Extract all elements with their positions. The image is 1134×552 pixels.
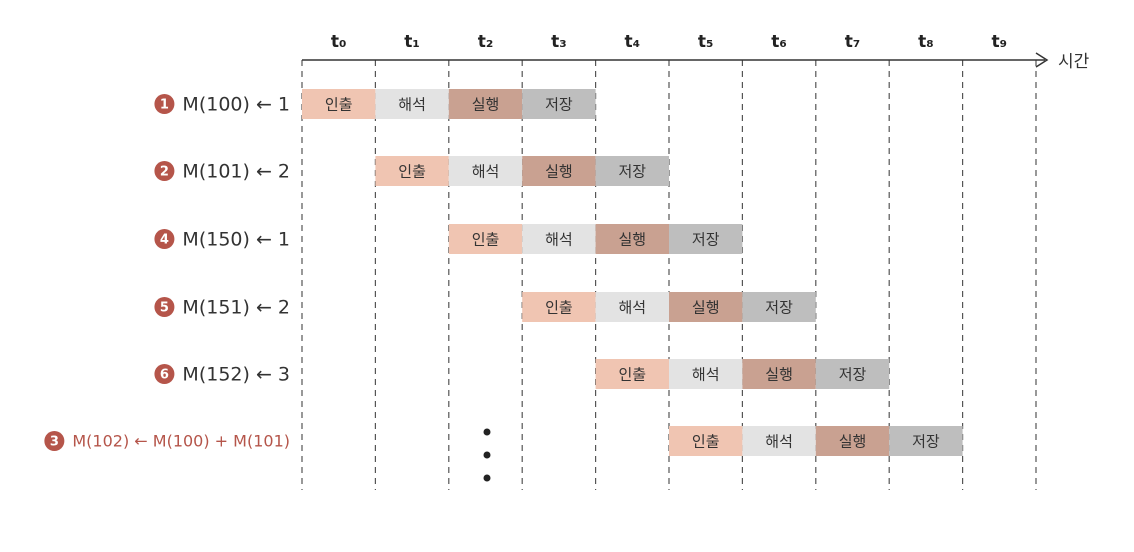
stage-label: 인출 (545, 299, 573, 317)
stage-cell (669, 292, 743, 322)
stage-label: 실행 (618, 231, 646, 249)
stage-label: 해석 (618, 299, 646, 317)
stage-cell (595, 156, 669, 186)
stage-cell (448, 156, 523, 186)
row-label: M(151) ← 2 (182, 297, 290, 319)
stage-label: 저장 (912, 433, 940, 451)
stage-label: 인출 (325, 96, 353, 114)
stage-label: 실행 (692, 299, 720, 317)
row-label: M(100) ← 1 (182, 94, 290, 116)
row-label: M(102) ← M(100) + M(101) (72, 432, 290, 451)
stage-cell (448, 89, 523, 119)
time-label: t₇ (845, 32, 861, 52)
stage-label: 인출 (398, 163, 426, 181)
time-label: t₄ (625, 32, 641, 52)
stage-cell (889, 426, 963, 456)
time-label: t₆ (771, 32, 787, 52)
stage-cell (522, 156, 596, 186)
row-badge-number: 2 (160, 165, 169, 180)
stage-label: 저장 (765, 299, 793, 317)
stage-label: 해석 (692, 366, 720, 384)
stage-label: 인출 (692, 433, 720, 451)
row-badge (154, 297, 175, 317)
stage-label: 저장 (839, 366, 867, 384)
stage-label: 실행 (839, 433, 867, 451)
time-label: t₈ (918, 32, 934, 52)
stage-label: 인출 (618, 366, 646, 384)
stage-cell (595, 224, 669, 254)
time-label: t₀ (331, 32, 347, 52)
stage-label: 해석 (545, 231, 573, 249)
stage-label: 실행 (765, 366, 793, 384)
row-label: M(152) ← 3 (182, 364, 290, 386)
time-label: t₉ (992, 32, 1008, 52)
stage-cell (669, 359, 743, 389)
stage-cell (375, 156, 449, 186)
time-label: t₂ (478, 32, 494, 52)
stage-cell (815, 359, 890, 389)
row-badge-number: 4 (160, 233, 169, 248)
stage-label: 해석 (765, 433, 793, 451)
row-badge (154, 364, 175, 384)
axis-arrow (1035, 52, 1049, 68)
stage-label: 해석 (472, 163, 500, 181)
stage-label: 저장 (618, 163, 646, 181)
ellipsis-dot (483, 451, 491, 459)
ellipsis-dot (483, 428, 491, 436)
row-badge-number: 6 (160, 368, 169, 383)
stage-label: 인출 (472, 231, 500, 249)
row-badge (44, 431, 65, 451)
row-label: M(150) ← 1 (182, 229, 290, 251)
stage-label: 실행 (545, 163, 573, 181)
stage-label: 저장 (692, 231, 720, 249)
stage-label: 해석 (398, 96, 426, 114)
stage-cell (448, 224, 523, 254)
stage-cell (375, 89, 449, 119)
stage-cell (302, 89, 376, 119)
stage-cell (522, 89, 596, 119)
row-badge-number: 5 (160, 301, 169, 316)
row-badge (154, 161, 175, 181)
stage-cell (522, 224, 596, 254)
stage-cell (669, 224, 743, 254)
ellipsis-dot (483, 474, 491, 482)
time-label: t₅ (698, 32, 714, 52)
time-label: t₁ (404, 32, 420, 52)
row-badge-number: 3 (50, 435, 59, 450)
row-label: M(101) ← 2 (182, 161, 290, 183)
stage-cell (595, 292, 669, 322)
stage-cell (595, 359, 669, 389)
time-label: t₃ (551, 32, 567, 52)
stage-cell (669, 426, 743, 456)
stage-label: 저장 (545, 96, 573, 114)
stage-cell (522, 292, 596, 322)
stage-cell (742, 359, 816, 389)
row-badge-number: 1 (160, 98, 169, 113)
stage-cell (742, 292, 816, 322)
row-badge (154, 94, 175, 114)
stage-label: 실행 (472, 96, 500, 114)
stage-cell (815, 426, 890, 456)
axis-label: 시간 (1058, 52, 1090, 72)
row-badge (154, 229, 175, 249)
stage-cell (742, 426, 816, 456)
